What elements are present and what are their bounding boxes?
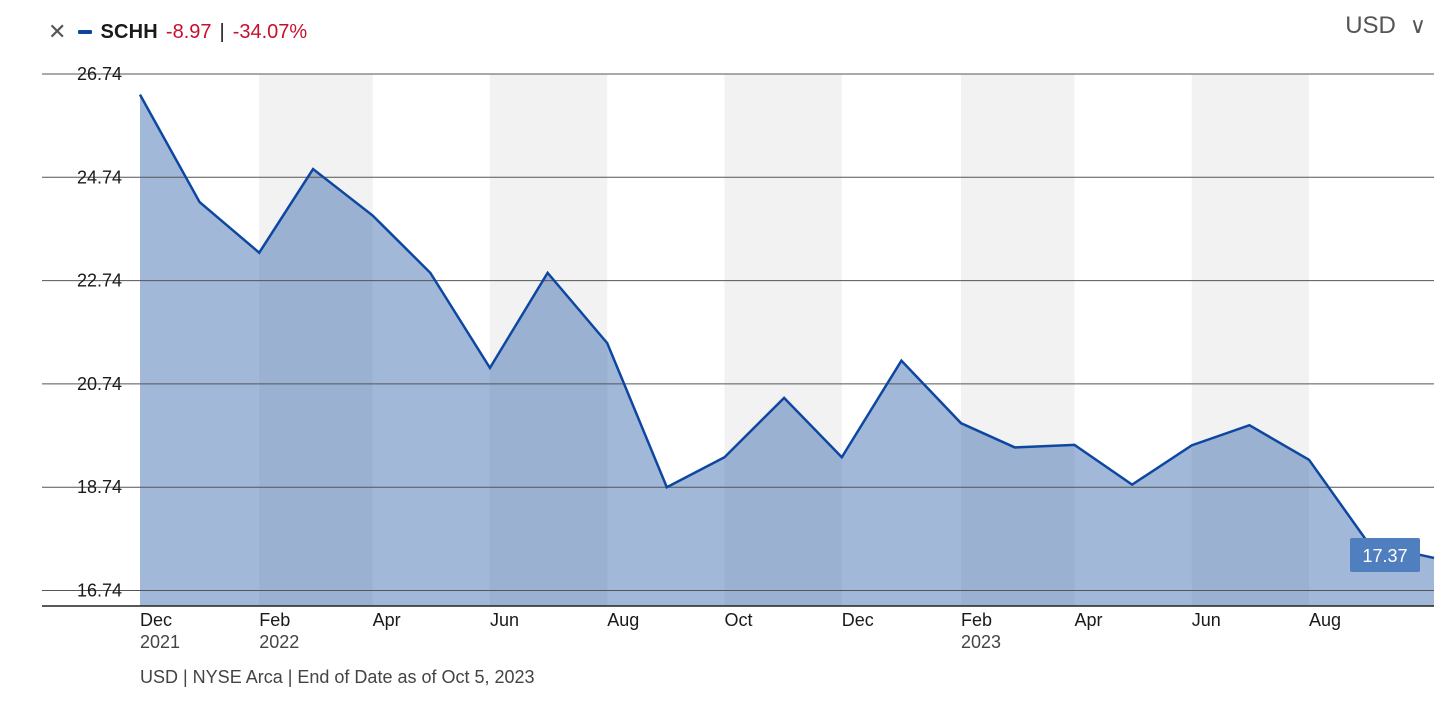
shaded-band (259, 74, 373, 606)
x-tick-label: Feb (259, 610, 290, 630)
x-tick-label: Dec (842, 610, 874, 630)
x-tick-label: Feb (961, 610, 992, 630)
x-tick-sublabel: 2021 (140, 632, 180, 652)
y-tick-label: 16.74 (77, 581, 122, 601)
x-tick-label: Oct (725, 610, 753, 630)
x-tick-label: Jun (1192, 610, 1221, 630)
shaded-band (961, 74, 1075, 606)
last-value-badge (1350, 538, 1420, 572)
x-tick-label: Aug (607, 610, 639, 630)
x-tick-label: Dec (140, 610, 172, 630)
x-tick-label: Apr (373, 610, 401, 630)
x-tick-sublabel: 2023 (961, 632, 1001, 652)
shaded-band (489, 74, 608, 606)
ticker-symbol: SCHH (100, 20, 158, 43)
shaded-band (724, 74, 842, 606)
x-tick-label: Jun (490, 610, 519, 630)
chart-legend: ✕ SCHH -8.97 | -34.07% (48, 14, 307, 50)
separator: | (219, 20, 225, 43)
y-tick-label: 26.74 (77, 64, 122, 84)
series-swatch (78, 30, 93, 34)
series-area (140, 94, 1434, 607)
x-tick-sublabel: 2022 (259, 632, 299, 652)
x-tick-label: Aug (1309, 610, 1341, 630)
shaded-band (1191, 74, 1310, 606)
change-percent: -34.07% (232, 20, 308, 43)
footer-note: USD | NYSE Arca | End of Date as of Oct … (140, 667, 535, 687)
y-tick-label: 22.74 (77, 271, 122, 291)
last-value-label: 17.37 (1362, 546, 1407, 566)
change-absolute: -8.97 (165, 20, 212, 43)
y-tick-label: 24.74 (77, 167, 122, 187)
x-tick-label: Apr (1074, 610, 1102, 630)
close-icon[interactable]: ✕ (48, 19, 67, 44)
y-tick-label: 18.74 (77, 477, 122, 497)
chevron-down-icon: ∨ (1409, 13, 1426, 38)
y-tick-label: 20.74 (77, 374, 122, 394)
currency-value: USD (1345, 12, 1396, 39)
currency-dropdown[interactable]: USD ∨ (1345, 12, 1426, 40)
